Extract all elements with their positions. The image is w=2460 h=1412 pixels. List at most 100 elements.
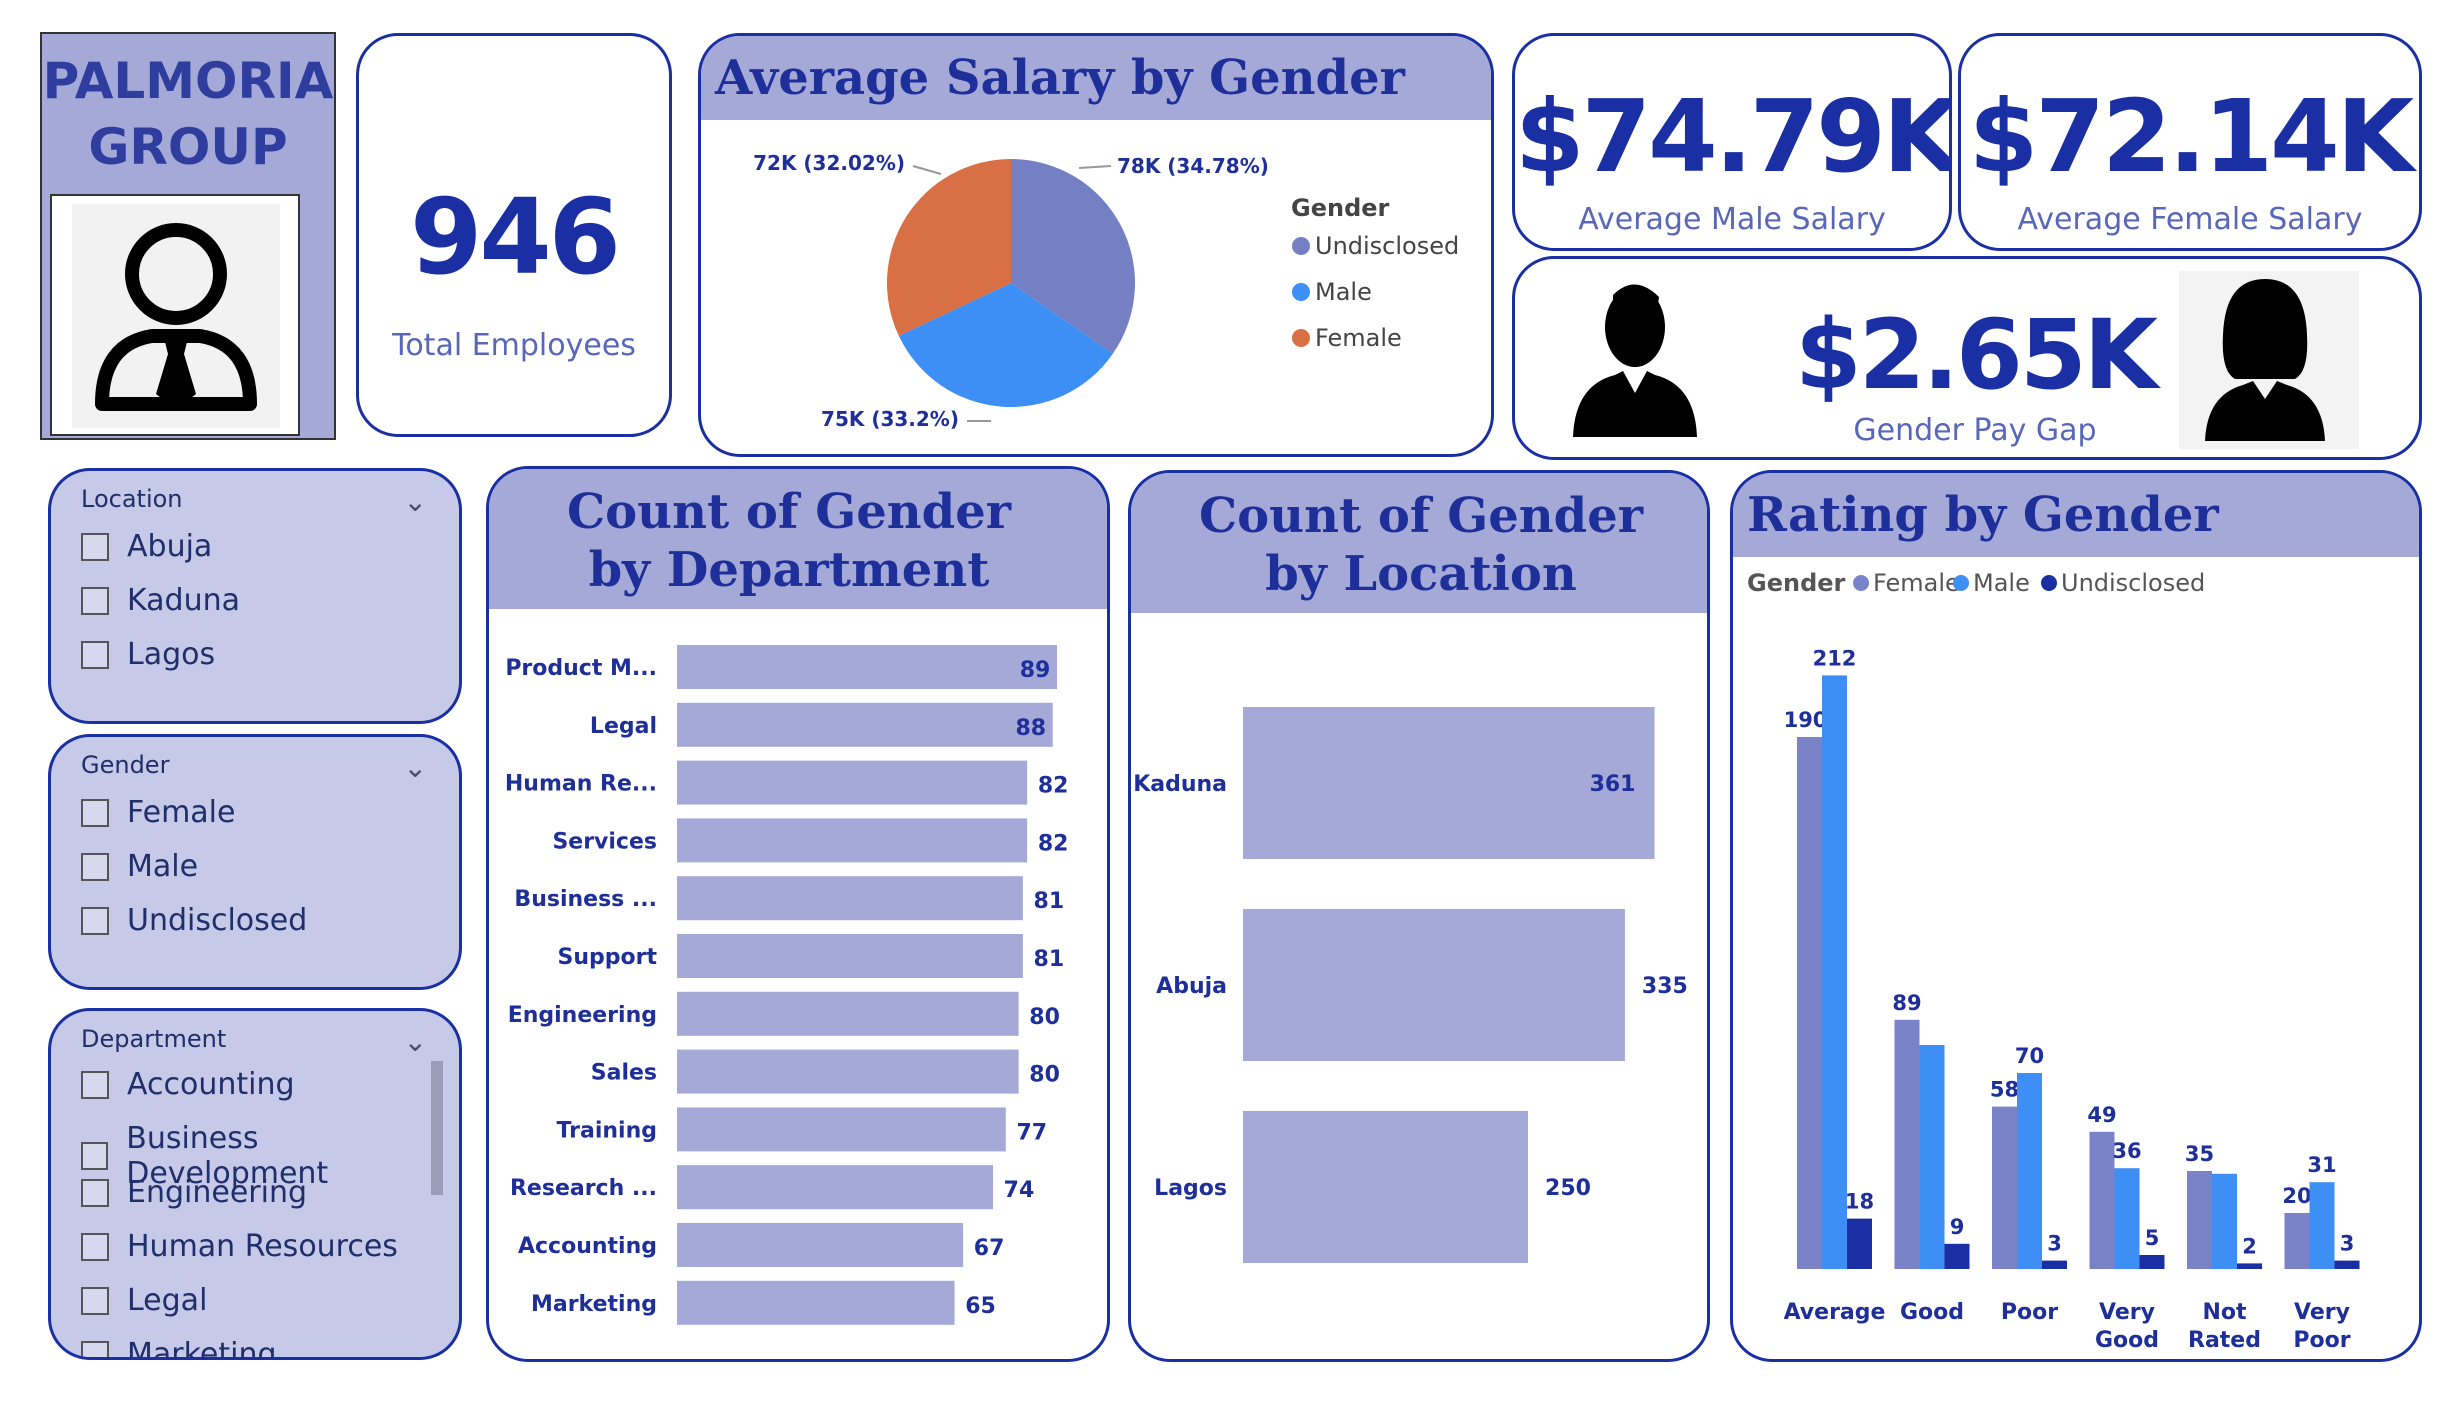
slicer-item-marketing[interactable]: Marketing xyxy=(81,1337,277,1357)
rating-value-label: 20 xyxy=(2282,1184,2311,1208)
rating-category-label: Very xyxy=(2099,1300,2155,1325)
rating-bar-undisclosed[interactable] xyxy=(2042,1260,2067,1269)
checkbox[interactable] xyxy=(81,532,109,561)
dept-category-label: Accounting xyxy=(518,1234,657,1259)
slicer-item-male[interactable]: Male xyxy=(81,849,198,884)
department-slicer[interactable]: Department ⌄ Accounting Business Develop… xyxy=(48,1008,462,1360)
rating-bar-male[interactable] xyxy=(2212,1173,2237,1269)
rating-bar-male[interactable] xyxy=(2017,1073,2042,1269)
dept-bar[interactable] xyxy=(677,1165,993,1210)
pie-slice-female[interactable] xyxy=(887,159,1011,336)
checkbox[interactable] xyxy=(81,586,109,615)
dept-bar[interactable] xyxy=(677,991,1019,1036)
checkbox[interactable] xyxy=(81,1232,109,1261)
dept-bar[interactable] xyxy=(677,645,1058,689)
rating-value-label: 89 xyxy=(1892,991,1921,1015)
dept-category-label: Business ... xyxy=(514,887,657,912)
location-bar[interactable] xyxy=(1243,909,1625,1061)
gender-slicer[interactable]: Gender ⌄ Female Male Undisclosed xyxy=(48,734,462,990)
checkbox[interactable] xyxy=(81,1070,109,1099)
legend-marker xyxy=(1292,329,1310,347)
pie-slice-male[interactable] xyxy=(898,283,1113,407)
pie-data-label: 78K (34.78%) xyxy=(1117,154,1269,178)
rating-bar-undisclosed[interactable] xyxy=(2334,1260,2360,1269)
dept-bar[interactable] xyxy=(677,1049,1019,1094)
location-bar[interactable] xyxy=(1243,1111,1528,1263)
checkbox[interactable] xyxy=(81,798,109,827)
slicer-item-accounting[interactable]: Accounting xyxy=(81,1067,295,1102)
slicer-item-undisclosed[interactable]: Undisclosed xyxy=(81,903,307,938)
rating-legend-item-female[interactable]: Female xyxy=(1873,569,1960,597)
rating-category-label: Not xyxy=(2202,1300,2247,1325)
checkbox[interactable] xyxy=(81,852,109,881)
rating-bar-undisclosed[interactable] xyxy=(1944,1243,1970,1269)
pie-leader-line xyxy=(912,165,942,175)
rating-bar-undisclosed[interactable] xyxy=(2237,1263,2262,1269)
rating-bar-undisclosed[interactable] xyxy=(2139,1255,2165,1269)
slicer-item-abuja[interactable]: Abuja xyxy=(81,529,212,564)
slicer-item-business-development[interactable]: Business Development xyxy=(81,1121,459,1191)
department-slicer-scrollbar[interactable] xyxy=(431,1061,443,1195)
dept-bar[interactable] xyxy=(677,702,1053,747)
rating-bar-chart: Gender Female Male Undisclosed 190 212 18 Avera… xyxy=(1747,569,2360,1353)
rating-value-label: 49 xyxy=(2087,1103,2116,1127)
legend-marker xyxy=(1292,283,1310,301)
slicer-item-lagos[interactable]: Lagos xyxy=(81,637,215,672)
avg-salary-pie-card: Average Salary by Gender 78K (34.78%) 75K… xyxy=(698,33,1494,457)
dept-bar[interactable] xyxy=(677,1223,964,1267)
rating-bar-female[interactable] xyxy=(2089,1131,2115,1269)
dept-bar[interactable] xyxy=(677,934,1023,978)
slicer-item-female[interactable]: Female xyxy=(81,795,235,830)
pie-slice-undisclosed[interactable] xyxy=(1011,159,1135,354)
rating-bar-female[interactable] xyxy=(2284,1213,2310,1269)
rating-bar-male[interactable] xyxy=(1919,1045,1945,1269)
pie-chart: 78K (34.78%) 75K (33.2%) 72K (32.02%) Gende… xyxy=(753,151,1459,431)
rating-bar-male[interactable] xyxy=(2114,1168,2140,1269)
rating-legend-item-undisclosed[interactable]: Undisclosed xyxy=(2061,569,2205,597)
pie-data-label: 72K (32.02%) xyxy=(753,151,905,175)
dept-chart-title: Count of Gender by Department xyxy=(566,484,1012,598)
dept-bar[interactable] xyxy=(677,876,1023,921)
checkbox[interactable] xyxy=(81,1340,109,1357)
rating-bar-female[interactable] xyxy=(1894,1019,1920,1269)
location-chart-card: Count of Gender by Location Kaduna 361 Abu… xyxy=(1128,470,1710,1362)
location-value-label: 335 xyxy=(1642,974,1688,999)
rating-bar-male[interactable] xyxy=(1822,675,1847,1269)
slicer-item-engineering[interactable]: Engineering xyxy=(81,1175,307,1210)
rating-bar-female[interactable] xyxy=(2187,1171,2212,1269)
pie-legend-item-undisclosed[interactable]: Undisclosed xyxy=(1315,232,1459,260)
rating-legend-item-male[interactable]: Male xyxy=(1973,569,2030,597)
checkbox[interactable] xyxy=(81,1178,109,1207)
checkbox[interactable] xyxy=(81,1142,109,1170)
dept-category-label: Support xyxy=(558,945,658,970)
chevron-down-icon[interactable]: ⌄ xyxy=(403,485,427,518)
dept-bar[interactable] xyxy=(677,818,1028,863)
rating-bar-female[interactable] xyxy=(1797,737,1822,1269)
rating-value-label: 35 xyxy=(2185,1142,2214,1166)
rating-category-label: Poor xyxy=(2001,1300,2058,1325)
chevron-down-icon[interactable]: ⌄ xyxy=(403,1025,427,1058)
pie-legend-item-female[interactable]: Female xyxy=(1315,324,1402,352)
rating-bar-female[interactable] xyxy=(1992,1106,2017,1269)
rating-bar-undisclosed[interactable] xyxy=(1847,1218,1872,1269)
slicer-item-kaduna[interactable]: Kaduna xyxy=(81,583,240,618)
checkbox[interactable] xyxy=(81,1286,109,1315)
pie-legend-item-male[interactable]: Male xyxy=(1315,278,1372,306)
dept-value-label: 81 xyxy=(1034,889,1065,914)
location-slicer[interactable]: Location ⌄ Abuja Kaduna Lagos xyxy=(48,468,462,724)
chevron-down-icon[interactable]: ⌄ xyxy=(403,751,427,784)
dept-bar[interactable] xyxy=(677,760,1028,805)
location-bar[interactable] xyxy=(1243,707,1655,859)
checkbox[interactable] xyxy=(81,906,109,935)
dept-bar[interactable] xyxy=(677,1107,1006,1152)
rating-value-label: 31 xyxy=(2307,1153,2336,1177)
dept-category-label: Services xyxy=(552,829,657,854)
dept-bar[interactable] xyxy=(677,1280,955,1325)
checkbox[interactable] xyxy=(81,640,109,669)
slicer-item-human-resources[interactable]: Human Resources xyxy=(81,1229,398,1264)
rating-bar-male[interactable] xyxy=(2309,1182,2335,1269)
pie-leader-line xyxy=(1078,165,1112,169)
dept-value-label: 80 xyxy=(1029,1063,1060,1088)
slicer-item-legal[interactable]: Legal xyxy=(81,1283,207,1318)
rating-chart-title: Rating by Gender xyxy=(1747,487,2219,543)
